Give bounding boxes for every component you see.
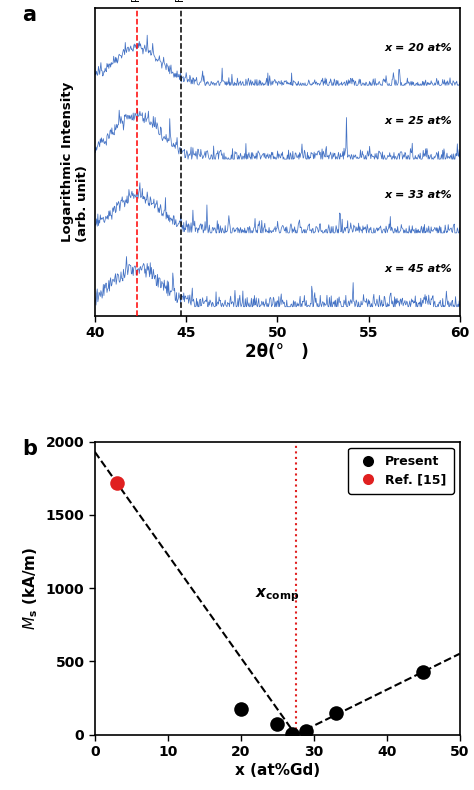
Point xyxy=(113,476,120,489)
Point xyxy=(288,728,296,740)
Text: x = 45 at%: x = 45 at% xyxy=(385,264,453,274)
Text: a: a xyxy=(22,5,36,24)
Text: Ru (002): Ru (002) xyxy=(132,0,142,2)
Point xyxy=(273,717,281,730)
Text: x = 25 at%: x = 25 at% xyxy=(385,116,453,126)
Point xyxy=(419,665,427,678)
Text: $\mathbfit{x}_\mathbf{comp}$: $\mathbfit{x}_\mathbf{comp}$ xyxy=(255,587,300,604)
Text: x = 33 at%: x = 33 at% xyxy=(385,190,453,200)
Text: x = 20 at%: x = 20 at% xyxy=(385,43,453,53)
Text: b: b xyxy=(22,438,37,459)
Point xyxy=(237,703,245,716)
X-axis label: x (at%Gd): x (at%Gd) xyxy=(235,763,320,778)
Legend: Present, Ref. [15]: Present, Ref. [15] xyxy=(348,448,454,494)
Point xyxy=(303,724,310,737)
X-axis label: 2θ(°   ): 2θ(° ) xyxy=(246,343,309,361)
Y-axis label: Logarithmic Intensity
(arb. unit): Logarithmic Intensity (arb. unit) xyxy=(61,81,89,242)
Text: Fe (110): Fe (110) xyxy=(175,0,185,2)
Y-axis label: $M_\mathbf{s}$ (kA/m): $M_\mathbf{s}$ (kA/m) xyxy=(21,547,40,630)
Point xyxy=(332,706,339,719)
